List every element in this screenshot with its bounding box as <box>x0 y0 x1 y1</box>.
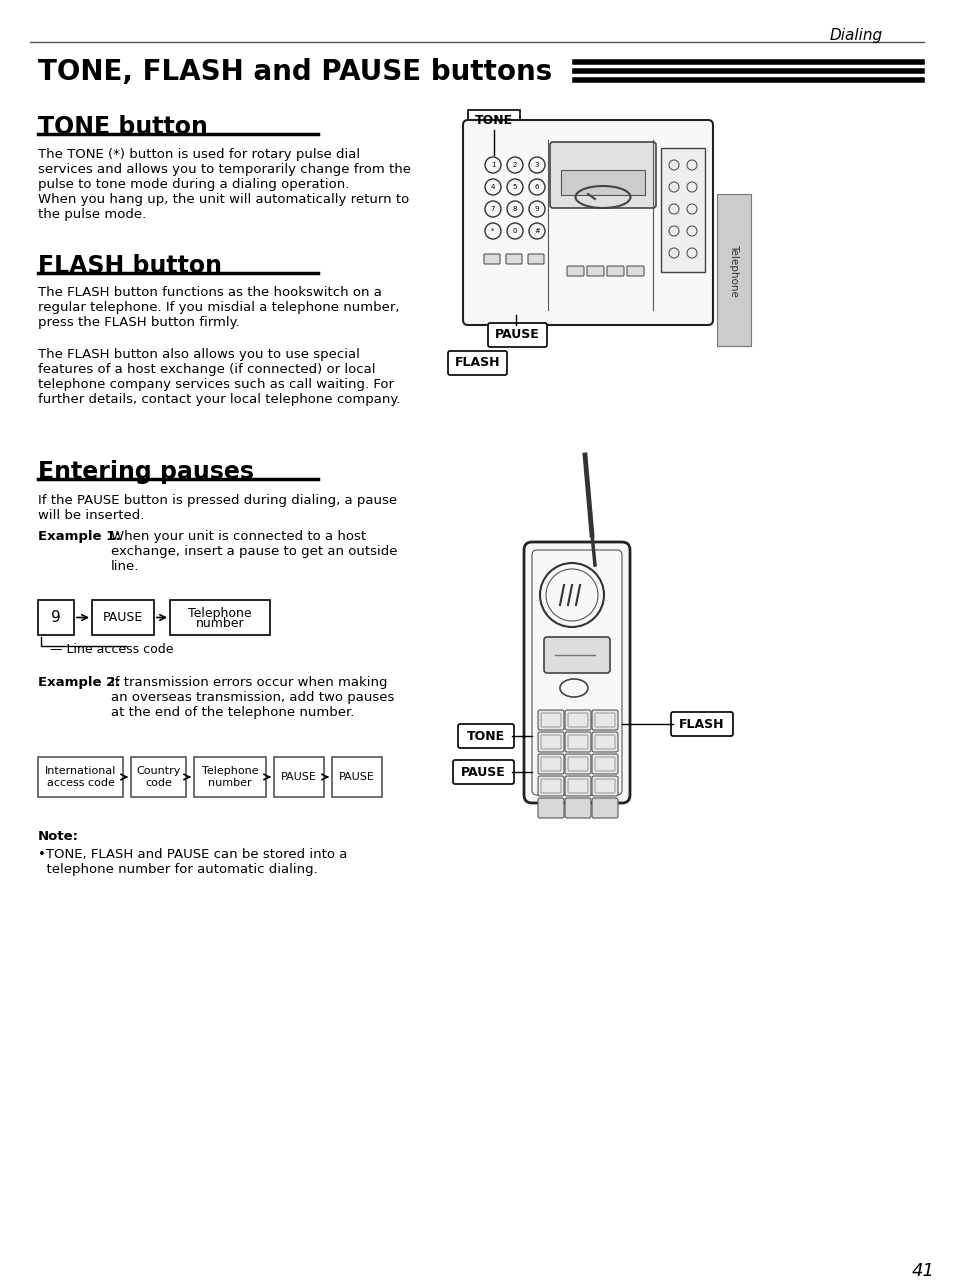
FancyBboxPatch shape <box>592 754 618 773</box>
FancyBboxPatch shape <box>564 776 590 795</box>
Text: 8: 8 <box>512 206 517 212</box>
Text: PAUSE: PAUSE <box>460 766 505 779</box>
Text: FLASH: FLASH <box>455 356 499 369</box>
FancyBboxPatch shape <box>505 254 521 264</box>
Text: If the PAUSE button is pressed during dialing, a pause
will be inserted.: If the PAUSE button is pressed during di… <box>38 494 396 523</box>
Text: code: code <box>145 779 172 788</box>
Text: Telephone: Telephone <box>728 243 739 296</box>
FancyBboxPatch shape <box>564 798 590 819</box>
FancyBboxPatch shape <box>592 710 618 730</box>
Text: — Line access code: — Line access code <box>50 644 173 656</box>
Text: PAUSE: PAUSE <box>495 328 539 341</box>
Text: *: * <box>491 228 495 234</box>
FancyBboxPatch shape <box>626 266 643 275</box>
Text: 6: 6 <box>535 184 538 190</box>
Text: Country: Country <box>136 766 180 776</box>
Text: 7: 7 <box>490 206 495 212</box>
Text: Telephone: Telephone <box>201 766 258 776</box>
Text: 9: 9 <box>51 610 61 625</box>
Text: access code: access code <box>47 779 114 788</box>
FancyBboxPatch shape <box>550 142 656 208</box>
Text: 9: 9 <box>535 206 538 212</box>
FancyBboxPatch shape <box>717 194 750 346</box>
FancyBboxPatch shape <box>527 254 543 264</box>
Text: 2: 2 <box>513 162 517 169</box>
FancyBboxPatch shape <box>592 776 618 795</box>
FancyBboxPatch shape <box>448 351 506 375</box>
FancyBboxPatch shape <box>537 754 563 773</box>
Text: FLASH: FLASH <box>679 717 724 731</box>
FancyBboxPatch shape <box>193 757 266 797</box>
FancyBboxPatch shape <box>560 170 644 196</box>
FancyBboxPatch shape <box>564 710 590 730</box>
Text: number: number <box>195 616 244 631</box>
FancyBboxPatch shape <box>468 109 519 130</box>
Text: 41: 41 <box>911 1263 934 1281</box>
FancyBboxPatch shape <box>537 798 563 819</box>
Text: International: International <box>45 766 116 776</box>
Text: When your unit is connected to a host
exchange, insert a pause to get an outside: When your unit is connected to a host ex… <box>111 530 397 573</box>
Text: Entering pauses: Entering pauses <box>38 459 253 484</box>
Text: #: # <box>534 228 539 234</box>
Text: FLASH button: FLASH button <box>38 254 222 278</box>
FancyBboxPatch shape <box>566 266 583 275</box>
FancyBboxPatch shape <box>543 637 609 673</box>
FancyBboxPatch shape <box>592 798 618 819</box>
FancyBboxPatch shape <box>38 757 123 797</box>
FancyBboxPatch shape <box>91 600 153 634</box>
Text: TONE button: TONE button <box>38 115 208 139</box>
FancyBboxPatch shape <box>38 600 74 634</box>
Text: The TONE (*) button is used for rotary pulse dial
services and allows you to tem: The TONE (*) button is used for rotary p… <box>38 148 411 221</box>
Text: PAUSE: PAUSE <box>281 772 316 782</box>
Text: 1: 1 <box>490 162 495 169</box>
FancyBboxPatch shape <box>537 732 563 752</box>
Text: The FLASH button functions as the hookswitch on a
regular telephone. If you misd: The FLASH button functions as the hooksw… <box>38 286 399 329</box>
FancyBboxPatch shape <box>462 120 712 326</box>
Text: 4: 4 <box>490 184 495 190</box>
Text: Example 1:: Example 1: <box>38 530 120 543</box>
FancyBboxPatch shape <box>332 757 381 797</box>
FancyBboxPatch shape <box>457 725 514 748</box>
Text: TONE: TONE <box>475 113 513 126</box>
FancyBboxPatch shape <box>586 266 603 275</box>
Text: Note:: Note: <box>38 830 79 843</box>
Text: number: number <box>208 779 252 788</box>
FancyBboxPatch shape <box>592 732 618 752</box>
FancyBboxPatch shape <box>660 148 704 272</box>
Text: PAUSE: PAUSE <box>338 772 375 782</box>
Text: 5: 5 <box>513 184 517 190</box>
FancyBboxPatch shape <box>606 266 623 275</box>
FancyBboxPatch shape <box>453 761 514 784</box>
Text: •TONE, FLASH and PAUSE can be stored into a
  telephone number for automatic dia: •TONE, FLASH and PAUSE can be stored int… <box>38 848 347 876</box>
Text: 3: 3 <box>535 162 538 169</box>
FancyBboxPatch shape <box>523 542 629 803</box>
FancyBboxPatch shape <box>274 757 324 797</box>
Text: PAUSE: PAUSE <box>103 611 143 624</box>
FancyBboxPatch shape <box>537 710 563 730</box>
Text: Example 2:: Example 2: <box>38 676 120 689</box>
FancyBboxPatch shape <box>170 600 270 634</box>
Text: Dialing: Dialing <box>829 28 882 42</box>
Text: 0: 0 <box>512 228 517 234</box>
Text: The FLASH button also allows you to use special
features of a host exchange (if : The FLASH button also allows you to use … <box>38 347 400 405</box>
FancyBboxPatch shape <box>564 754 590 773</box>
FancyBboxPatch shape <box>670 712 732 736</box>
Text: TONE: TONE <box>466 730 504 743</box>
FancyBboxPatch shape <box>537 776 563 795</box>
Text: TONE, FLASH and PAUSE buttons: TONE, FLASH and PAUSE buttons <box>38 58 552 86</box>
Text: If transmission errors occur when making
an overseas transmission, add two pause: If transmission errors occur when making… <box>111 676 394 719</box>
FancyBboxPatch shape <box>488 323 546 347</box>
FancyBboxPatch shape <box>564 732 590 752</box>
FancyBboxPatch shape <box>483 254 499 264</box>
Text: Telephone: Telephone <box>188 607 252 620</box>
FancyBboxPatch shape <box>131 757 186 797</box>
